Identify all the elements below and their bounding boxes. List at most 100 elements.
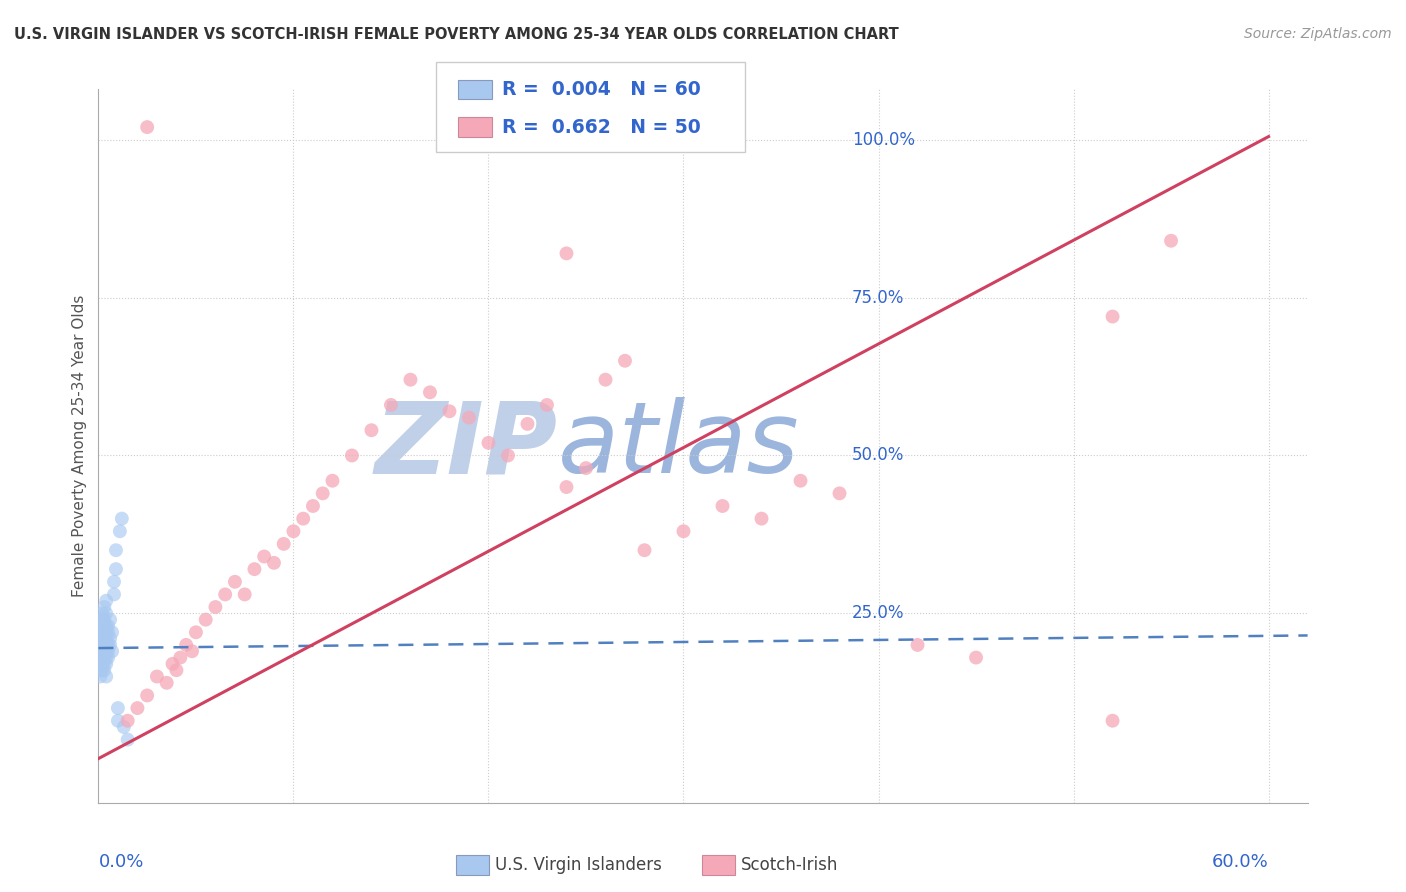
Point [96, 644, 118, 658]
Point [96, 669, 118, 683]
Y-axis label: Female Poverty Among 25-34 Year Olds: Female Poverty Among 25-34 Year Olds [72, 295, 87, 597]
Point [789, 474, 811, 488]
Point [340, 449, 363, 463]
Point [108, 524, 131, 539]
Point [96, 607, 118, 621]
Point [214, 587, 236, 601]
Point [633, 543, 655, 558]
Point [380, 398, 402, 412]
Point [111, 511, 134, 525]
Point [97, 644, 120, 658]
Point [828, 486, 851, 500]
Point [243, 562, 266, 576]
Point [146, 669, 169, 683]
Text: 100.0%: 100.0% [852, 131, 915, 149]
Point [224, 574, 246, 589]
Point [907, 638, 929, 652]
Point [91, 607, 114, 621]
Point [93, 600, 115, 615]
Point [93, 644, 115, 658]
Point [91, 619, 114, 633]
Point [103, 574, 125, 589]
Point [93, 625, 115, 640]
Point [516, 417, 538, 431]
Point [91, 632, 114, 646]
Point [711, 499, 734, 513]
Point [89, 638, 111, 652]
Point [93, 638, 115, 652]
Point [117, 714, 139, 728]
Text: 50.0%: 50.0% [852, 447, 904, 465]
Text: R =  0.004   N = 60: R = 0.004 N = 60 [502, 80, 700, 99]
Point [477, 435, 499, 450]
Text: 60.0%: 60.0% [1212, 854, 1268, 871]
Point [89, 657, 111, 671]
Point [101, 644, 124, 658]
Point [89, 619, 111, 633]
Point [93, 619, 115, 633]
Point [263, 556, 285, 570]
Text: R =  0.662   N = 50: R = 0.662 N = 50 [502, 118, 700, 136]
Point [127, 701, 149, 715]
Point [360, 423, 382, 437]
Point [93, 663, 115, 677]
Point [103, 587, 125, 601]
Point [104, 562, 127, 576]
Point [97, 619, 120, 633]
Point [672, 524, 695, 539]
Point [204, 600, 226, 615]
Point [101, 625, 124, 640]
Point [96, 625, 118, 640]
Point [89, 632, 111, 646]
Point [253, 549, 276, 564]
Point [104, 543, 127, 558]
Point [292, 511, 315, 525]
Point [89, 663, 111, 677]
Point [1101, 714, 1123, 728]
Point [496, 449, 519, 463]
Point [96, 593, 118, 607]
Point [91, 625, 114, 640]
Point [112, 720, 135, 734]
Point [751, 511, 773, 525]
Point [89, 644, 111, 658]
Point [302, 499, 325, 513]
Point [283, 524, 305, 539]
Point [614, 353, 637, 368]
Text: ZIP: ZIP [375, 398, 558, 494]
Point [458, 410, 481, 425]
Point [96, 632, 118, 646]
Point [96, 657, 118, 671]
Point [536, 398, 558, 412]
Text: Source: ZipAtlas.com: Source: ZipAtlas.com [1244, 27, 1392, 41]
Point [399, 373, 422, 387]
Point [96, 638, 118, 652]
Point [97, 625, 120, 640]
Point [156, 675, 179, 690]
Point [107, 701, 129, 715]
Point [1101, 310, 1123, 324]
Point [181, 644, 204, 658]
Point [965, 650, 987, 665]
Point [107, 714, 129, 728]
Text: 25.0%: 25.0% [852, 605, 904, 623]
Point [91, 657, 114, 671]
Point [96, 650, 118, 665]
Point [89, 625, 111, 640]
Point [312, 486, 335, 500]
Point [273, 537, 295, 551]
Point [89, 669, 111, 683]
Point [439, 404, 461, 418]
Text: Scotch-Irish: Scotch-Irish [741, 856, 838, 874]
Text: 0.0%: 0.0% [98, 854, 143, 871]
Point [136, 120, 159, 134]
Point [89, 650, 111, 665]
Point [98, 613, 121, 627]
Point [91, 650, 114, 665]
Point [91, 638, 114, 652]
Point [89, 613, 111, 627]
Point [162, 657, 184, 671]
Point [169, 650, 191, 665]
Point [555, 480, 578, 494]
Point [93, 657, 115, 671]
